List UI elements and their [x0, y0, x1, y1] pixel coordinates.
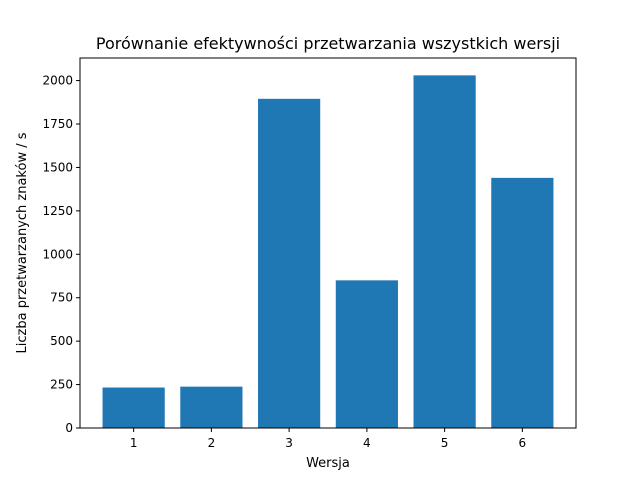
bar-5 [413, 75, 476, 428]
bar-3 [258, 98, 321, 428]
y-tick-label: 0 [65, 421, 73, 435]
plot-frame [79, 57, 577, 429]
y-tick-label: 250 [50, 378, 73, 392]
x-axis: 1 2 3 4 5 6 [130, 428, 526, 450]
chart-title: Porównanie efektywności przetwarzania ws… [96, 34, 560, 53]
bar-4 [335, 280, 398, 428]
y-tick-label: 1250 [42, 204, 73, 218]
x-tick-label: 2 [208, 436, 216, 450]
x-tick-label: 1 [130, 436, 138, 450]
bars-group [102, 75, 554, 428]
bar-1 [102, 387, 165, 428]
y-tick-label: 2000 [42, 74, 73, 88]
y-tick-label: 1750 [42, 117, 73, 131]
x-tick-label: 6 [519, 436, 527, 450]
x-tick-label: 5 [441, 436, 449, 450]
bar-2 [180, 386, 243, 428]
bar-6 [491, 177, 554, 428]
x-axis-label: Wersja [306, 456, 350, 471]
y-tick-label: 750 [50, 291, 73, 305]
x-tick-label: 4 [363, 436, 371, 450]
y-axis-label: Liczba przetwarzanych znaków / s [15, 132, 30, 353]
y-tick-label: 500 [50, 334, 73, 348]
y-tick-label: 1000 [42, 247, 73, 261]
y-tick-label: 1500 [42, 160, 73, 174]
x-tick-label: 3 [285, 436, 293, 450]
y-axis: 0 250 500 750 1000 1250 1500 1750 2000 [42, 74, 80, 435]
